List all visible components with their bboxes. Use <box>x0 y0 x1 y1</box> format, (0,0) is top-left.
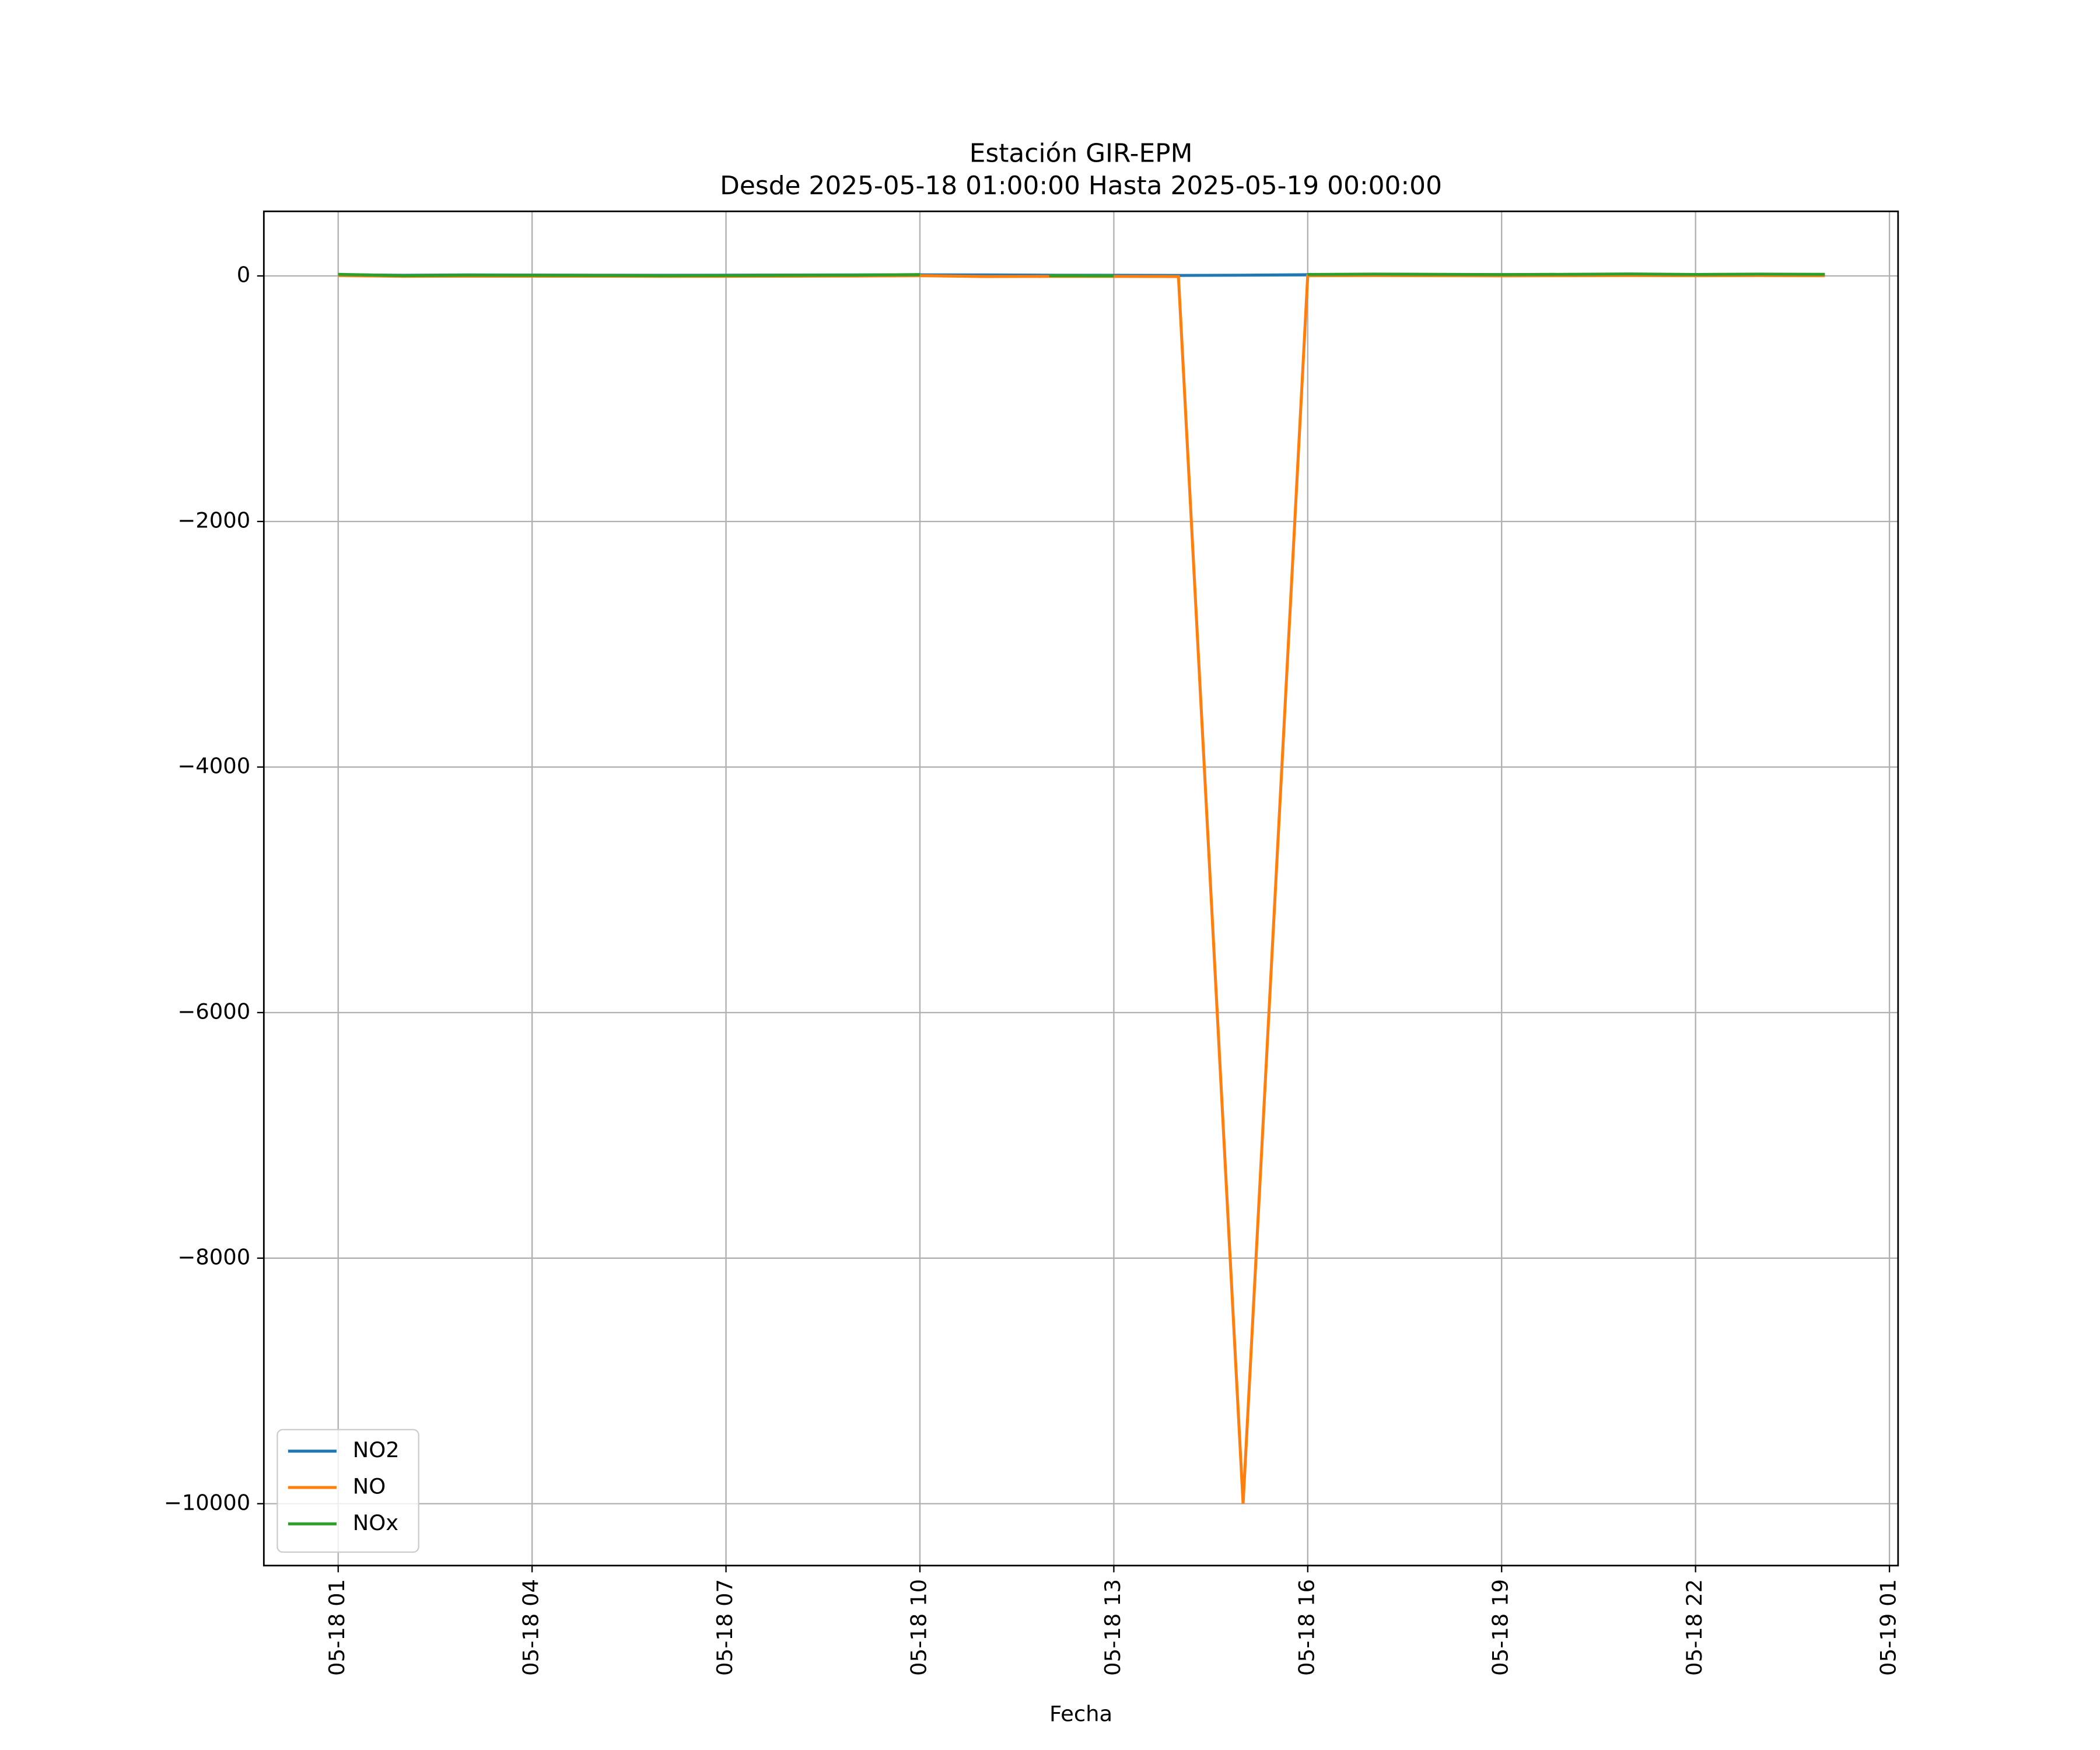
legend: NO2 NO NOx <box>276 1429 419 1553</box>
x-tick-label: 05-18 10 <box>906 1579 931 1676</box>
y-tick-label: −4000 <box>177 753 250 778</box>
x-axis-label: Fecha <box>1049 1702 1112 1727</box>
x-tick-label: 05-18 13 <box>1100 1579 1125 1676</box>
x-tick-label: 05-18 07 <box>712 1579 737 1676</box>
chart-subtitle: Desde 2025-05-18 01:00:00 Hasta 2025-05-… <box>720 171 1442 201</box>
series-line <box>338 272 1825 278</box>
x-tick-label: 05-18 04 <box>519 1579 544 1676</box>
y-tick-label: −10000 <box>164 1490 250 1515</box>
plot-frame <box>262 210 1899 1567</box>
x-tick-label: 05-18 16 <box>1294 1579 1319 1676</box>
y-tick-label: 0 <box>237 262 250 288</box>
y-tick-label: −8000 <box>177 1244 250 1269</box>
series-line <box>338 274 1825 1504</box>
x-tick-label: 05-18 01 <box>324 1579 349 1676</box>
x-tick-label: 05-18 22 <box>1682 1579 1707 1676</box>
x-tick-label: 05-18 19 <box>1488 1579 1513 1676</box>
y-tick-label: −6000 <box>177 999 250 1024</box>
x-tick-label: 05-19 01 <box>1876 1579 1901 1676</box>
y-tick-label: −2000 <box>177 508 250 533</box>
legend-label: NOx <box>353 1510 399 1535</box>
legend-box <box>276 1429 419 1553</box>
legend-label: NO <box>353 1474 386 1499</box>
chart-title: Estación GIR-EPM <box>970 138 1193 168</box>
legend-label: NO2 <box>353 1437 400 1462</box>
